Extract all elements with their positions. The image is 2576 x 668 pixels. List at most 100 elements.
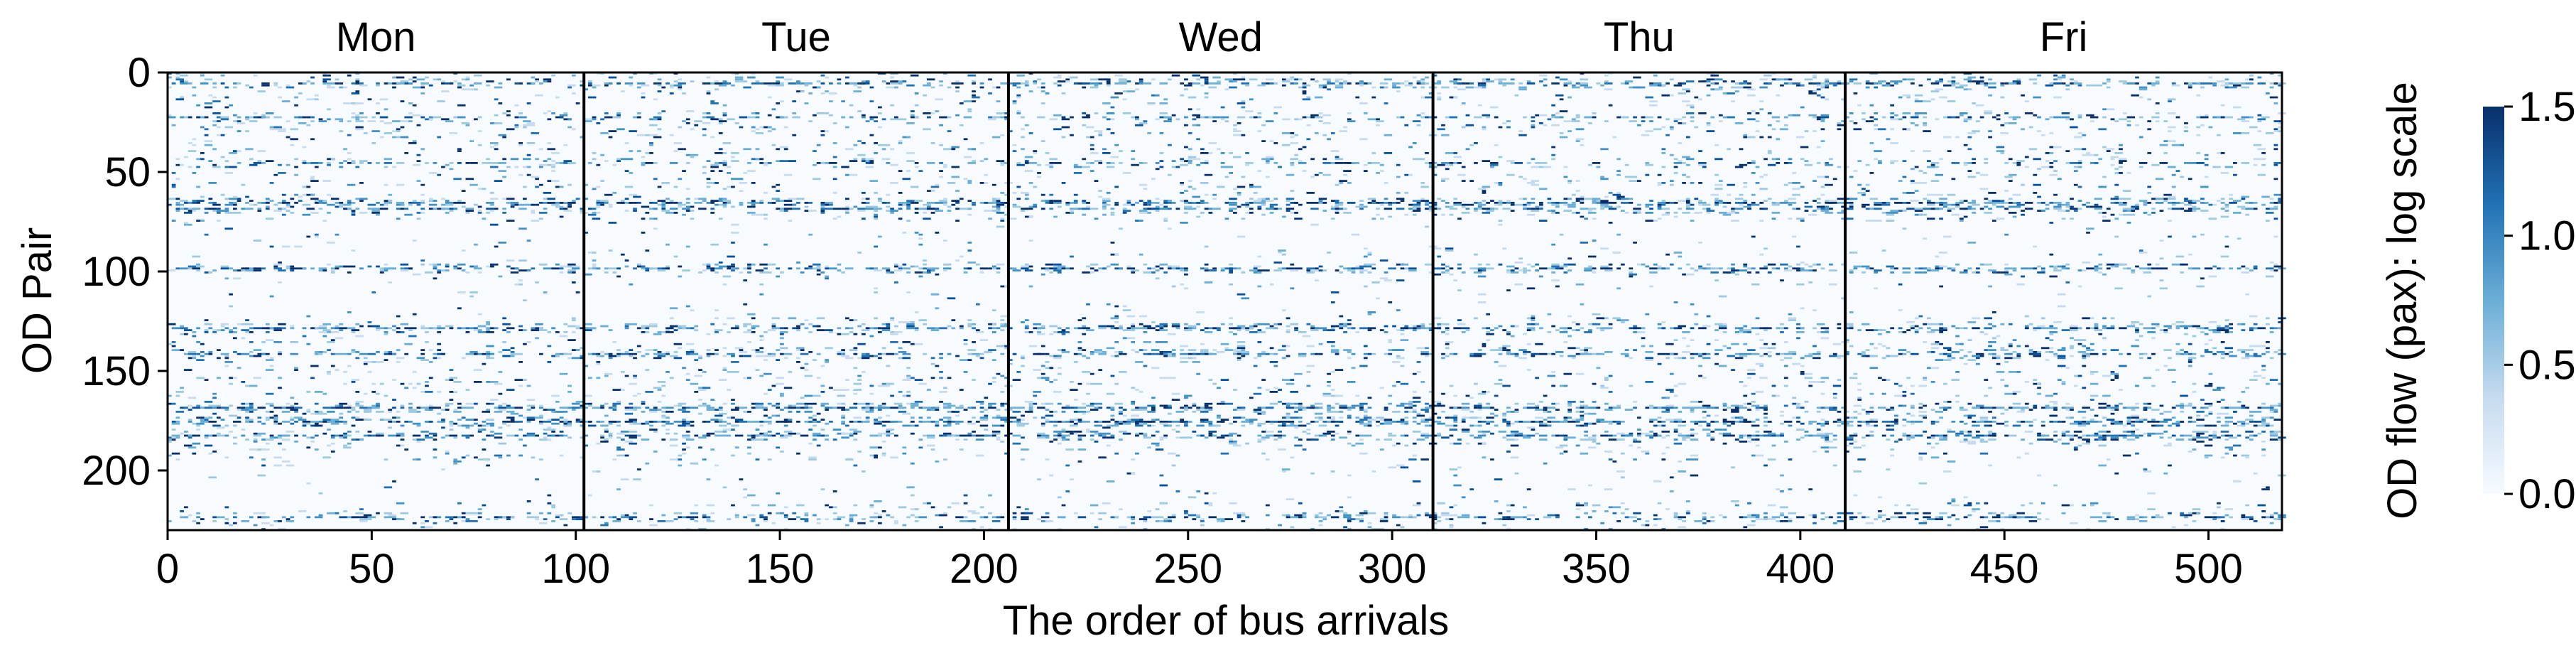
heatmap-cell [1000, 319, 1005, 321]
heatmap-cell [571, 281, 576, 284]
heatmap-cell [714, 82, 723, 85]
heatmap-cell [967, 323, 972, 325]
heatmap-cell [220, 193, 225, 196]
heatmap-cell [1918, 315, 1923, 318]
heatmap-cell [1718, 114, 1723, 117]
heatmap-cell [290, 198, 295, 200]
heatmap-cell [1535, 208, 1540, 210]
heatmap-cell [1465, 148, 1470, 151]
heatmap-cell [1633, 86, 1641, 89]
heatmap-cell [1200, 152, 1209, 154]
heatmap-cell [906, 208, 911, 210]
heatmap-cell [1359, 84, 1364, 87]
heatmap-cell [449, 132, 458, 134]
heatmap-cell [759, 271, 764, 274]
heatmap-cell [653, 116, 662, 119]
heatmap-cell [1678, 208, 1683, 210]
heatmap-cell [604, 202, 609, 204]
heatmap-cell [2131, 94, 2139, 97]
heatmap-cell [608, 136, 613, 139]
heatmap-cell [1682, 100, 1690, 102]
heatmap-cell [457, 84, 466, 87]
heatmap-cell [1734, 122, 1744, 124]
heatmap-cell [1608, 263, 1613, 266]
heatmap-cell [575, 102, 580, 104]
heatmap-cell [718, 148, 723, 151]
heatmap-cell [2204, 163, 2209, 166]
heatmap-cell [678, 86, 683, 89]
heatmap-cell [673, 255, 678, 258]
heatmap-cell [2200, 198, 2205, 200]
heatmap-cell [1714, 200, 1719, 202]
heatmap-cell [951, 203, 956, 206]
heatmap-cell [1498, 78, 1507, 81]
heatmap-cell [1923, 122, 1927, 124]
heatmap-cell [1898, 96, 1903, 99]
heatmap-cell [433, 78, 438, 81]
heatmap-cell [449, 82, 454, 85]
heatmap-cell [437, 271, 442, 274]
heatmap-cell [1298, 267, 1303, 270]
heatmap-cell [596, 205, 601, 208]
heatmap-cell [1951, 116, 1956, 119]
heatmap-cell [988, 116, 996, 119]
heatmap-cell [1714, 202, 1719, 204]
heatmap-cell [1535, 114, 1540, 117]
heatmap-cell [1057, 267, 1062, 270]
heatmap-cell [1963, 144, 1968, 146]
heatmap-cell [669, 317, 674, 320]
heatmap-cell [722, 200, 732, 202]
heatmap-cell [2188, 203, 2192, 206]
heatmap-cell [1412, 142, 1417, 144]
heatmap-cell [857, 110, 862, 112]
heatmap-cell [1841, 98, 1846, 101]
heatmap-cell [1208, 152, 1213, 154]
heatmap-cell [2028, 267, 2033, 270]
heatmap-cell [1016, 198, 1021, 200]
heatmap-cell [1510, 271, 1519, 274]
heatmap-cell [1592, 323, 1601, 325]
heatmap-cell [2278, 74, 2282, 77]
heatmap-cell [1057, 84, 1062, 87]
heatmap-cell [2233, 202, 2237, 204]
heatmap-cell [367, 325, 376, 328]
heatmap-cell [1367, 82, 1372, 85]
heatmap-cell [1021, 116, 1025, 119]
heatmap-cell [249, 163, 258, 166]
heatmap-cell [1914, 271, 1923, 274]
heatmap-cell [1702, 203, 1711, 206]
heatmap-cell [1498, 182, 1503, 184]
heatmap-cell [1979, 263, 1984, 266]
heatmap-cell [294, 173, 298, 176]
heatmap-cell [1335, 210, 1339, 212]
heatmap-cell [1040, 193, 1045, 196]
heatmap-cell [984, 173, 989, 176]
heatmap-cell [265, 217, 274, 220]
heatmap-cell [551, 166, 555, 168]
heatmap-cell [1984, 82, 1989, 85]
heatmap-cell [551, 203, 560, 206]
heatmap-cell [1000, 323, 1009, 325]
heatmap-cell [1771, 202, 1781, 204]
heatmap-cell [2163, 267, 2168, 270]
heatmap-cell [1322, 158, 1327, 161]
heatmap-cell [1294, 134, 1298, 136]
heatmap-cell [1972, 200, 1976, 202]
heatmap-cell [245, 267, 249, 270]
heatmap-cell [1567, 80, 1572, 82]
heatmap-cell [188, 82, 192, 85]
heatmap-cell [2021, 213, 2025, 216]
heatmap-cell [1269, 82, 1274, 85]
heatmap-cell [1070, 210, 1074, 212]
heatmap-cell [408, 78, 413, 81]
heatmap-cell [874, 116, 878, 119]
heatmap-cell [1849, 269, 1854, 271]
heatmap-cell [1657, 208, 1662, 210]
heatmap-cell [1392, 84, 1396, 87]
heatmap-cell [559, 208, 564, 210]
heatmap-cell [1825, 176, 1830, 178]
heatmap-cell [1698, 182, 1702, 184]
heatmap-cell [265, 116, 270, 119]
heatmap-cell [1089, 152, 1099, 154]
heatmap-cell [1098, 190, 1103, 192]
